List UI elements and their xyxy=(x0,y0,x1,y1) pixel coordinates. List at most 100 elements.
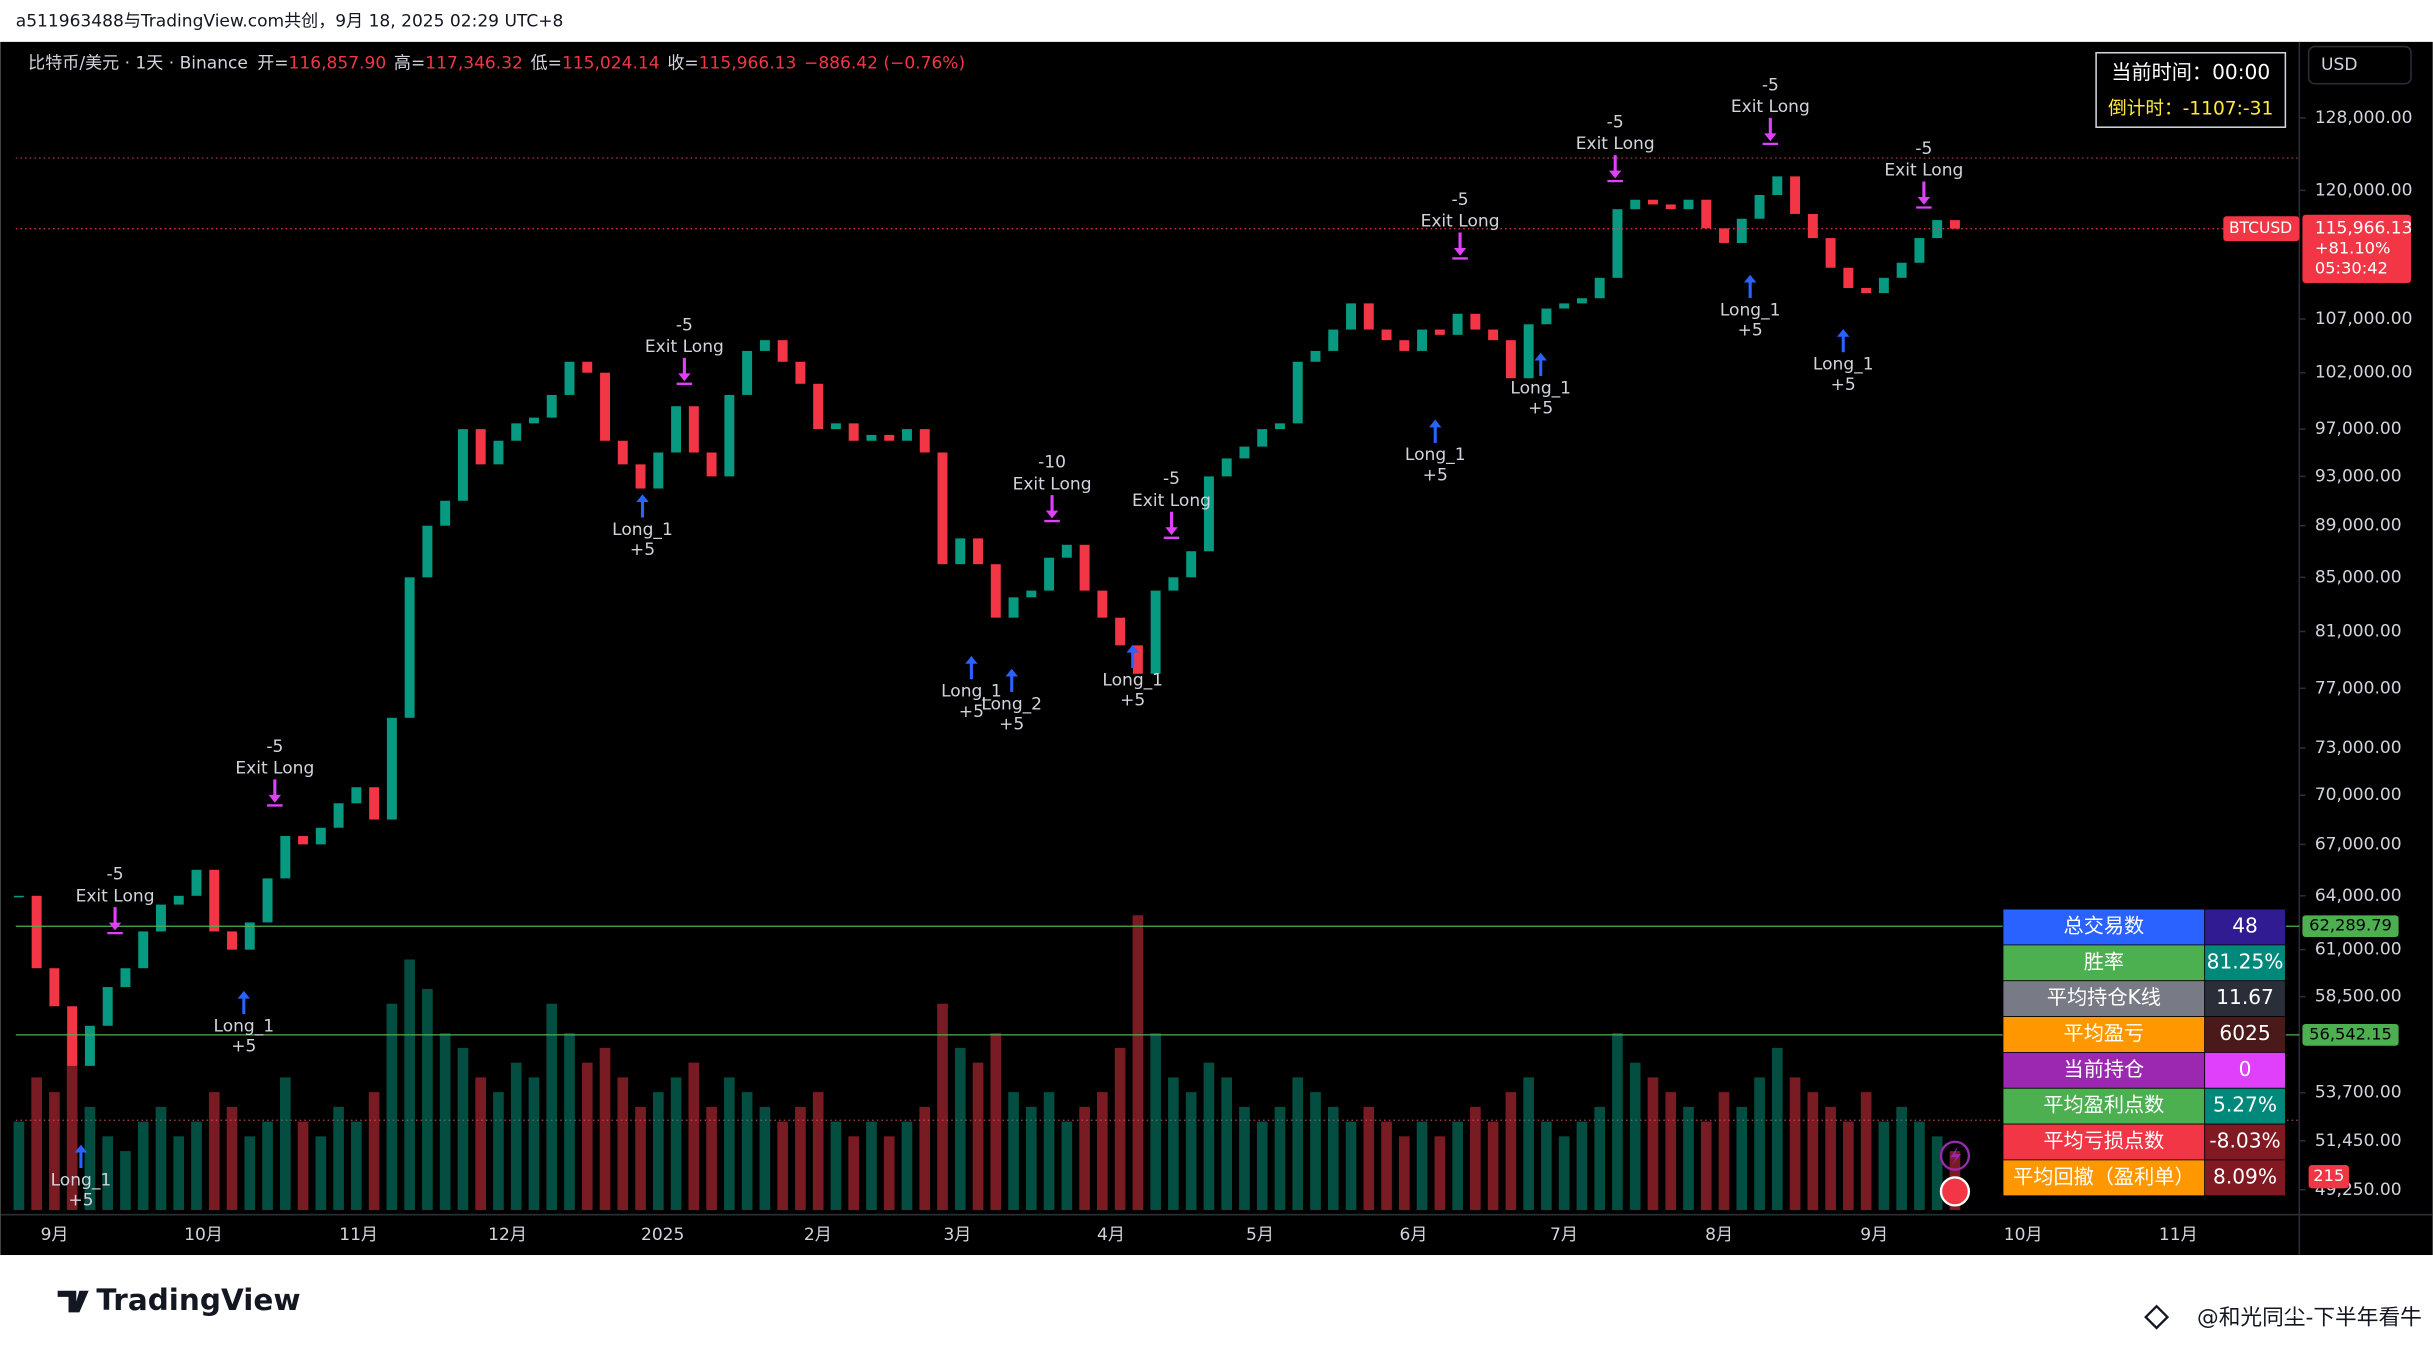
candle xyxy=(546,394,557,418)
volume-bar xyxy=(1345,1121,1357,1211)
exit-arrow xyxy=(107,907,123,935)
x-tick-label: 12月 xyxy=(488,1225,527,1245)
y-tick-label: 85,000.00 xyxy=(2315,567,2402,587)
candle xyxy=(1719,228,1729,243)
candle xyxy=(600,372,610,441)
long-arrow xyxy=(1005,668,1018,693)
candle xyxy=(1612,209,1623,278)
signal-label: Exit Long xyxy=(645,337,724,357)
volume-bar xyxy=(688,1062,700,1211)
candle xyxy=(848,423,859,441)
volume-bar xyxy=(1558,1136,1570,1211)
volume-bar xyxy=(297,1121,309,1211)
last-price-tag xyxy=(2302,214,2412,283)
symbol-tag-label: BTCUSD xyxy=(2229,219,2292,237)
currency-button[interactable] xyxy=(2307,45,2412,85)
ohlc-label: 收= xyxy=(667,54,698,74)
candle xyxy=(1932,220,1943,239)
candle xyxy=(31,895,42,969)
level-tag xyxy=(2302,1023,2399,1046)
signal-qty: +5 xyxy=(1528,399,1553,419)
candle xyxy=(173,895,184,905)
signal-label: Exit Long xyxy=(1132,491,1211,511)
candle xyxy=(1186,551,1197,578)
candle xyxy=(1203,476,1214,552)
table-value: 6025 xyxy=(2219,1021,2270,1045)
y-tick-label: 102,000.00 xyxy=(2315,363,2413,383)
exit-arrow xyxy=(1762,117,1779,146)
signal-qty: -5 xyxy=(266,737,283,757)
exit-arrow xyxy=(1163,511,1180,539)
volume-bar xyxy=(1363,1106,1375,1211)
candle xyxy=(1381,329,1392,341)
table-label: 平均盈利点数 xyxy=(2043,1093,2164,1117)
exit-arrow xyxy=(1044,495,1060,523)
volume-bar xyxy=(510,1062,522,1211)
candle xyxy=(457,429,468,501)
volume-bar xyxy=(244,1136,256,1211)
signal-qty: +5 xyxy=(1423,465,1448,485)
candle xyxy=(1790,176,1801,214)
volume-bar xyxy=(226,1106,238,1211)
volume-bar xyxy=(1700,1121,1712,1211)
candle xyxy=(1044,557,1055,591)
table-label-cell xyxy=(2002,908,2206,946)
long-arrow xyxy=(636,494,649,518)
candle xyxy=(227,931,237,950)
signal-qty: -5 xyxy=(1915,139,1932,159)
signal-label: Long_1 xyxy=(1720,300,1781,320)
flag-icon[interactable] xyxy=(1939,1176,1971,1207)
volume-bar xyxy=(1043,1092,1055,1211)
volume-bar xyxy=(457,1047,469,1211)
table-value: 48 xyxy=(2232,913,2258,937)
signal-label: Exit Long xyxy=(76,886,155,906)
table-value: 81.25% xyxy=(2207,949,2284,973)
signal-label: Exit Long xyxy=(1013,474,1092,494)
candle xyxy=(1648,199,1658,205)
ohlc-value: 116,857.90 xyxy=(289,54,387,74)
volume-bar xyxy=(49,1092,60,1211)
y-tick-label: 67,000.00 xyxy=(2315,834,2402,854)
volume-bar xyxy=(1931,1136,1943,1211)
candle xyxy=(298,836,309,845)
candle xyxy=(475,429,486,465)
signal-qty: -5 xyxy=(1452,190,1469,210)
signal-label: Long_1 xyxy=(1813,355,1874,375)
candle xyxy=(1132,645,1143,674)
candle xyxy=(919,429,930,453)
table-value: 11.67 xyxy=(2216,985,2274,1009)
volume-bar xyxy=(1789,1077,1801,1211)
x-tick-label: 5月 xyxy=(1246,1225,1274,1245)
candle xyxy=(404,577,415,718)
candle xyxy=(209,869,220,932)
candle xyxy=(1221,458,1232,477)
volume-bar xyxy=(883,1136,895,1211)
y-tick-label: 77,000.00 xyxy=(2315,678,2402,698)
x-tick-label: 6月 xyxy=(1400,1225,1428,1245)
candle xyxy=(1594,277,1605,299)
volume-tag-label: 215 xyxy=(2313,1166,2344,1185)
candle xyxy=(990,564,1001,618)
candle xyxy=(351,787,362,804)
header-text: a511963488与TradingView.com共创，9月 18, 2025… xyxy=(16,12,564,32)
candle xyxy=(1434,329,1445,335)
signal-qty: +5 xyxy=(1831,375,1856,395)
volume-bar xyxy=(1452,1121,1463,1211)
volume-bar xyxy=(120,1151,131,1211)
candle xyxy=(49,968,60,1007)
volume-bar xyxy=(1754,1077,1765,1211)
volume-bar xyxy=(1239,1106,1250,1211)
watermark-icon xyxy=(2144,1304,2170,1330)
alert-icon[interactable] xyxy=(1939,1140,1971,1171)
candle xyxy=(138,931,149,969)
candle xyxy=(386,717,397,820)
candle xyxy=(902,429,912,441)
candle xyxy=(1399,340,1410,351)
candle xyxy=(1576,298,1587,304)
candle xyxy=(191,869,202,896)
candle xyxy=(955,538,966,565)
volume-bar xyxy=(581,1062,593,1211)
volume-bar xyxy=(1398,1136,1410,1211)
table-label-cell xyxy=(2002,1159,2206,1197)
volume-bar xyxy=(1718,1092,1730,1211)
